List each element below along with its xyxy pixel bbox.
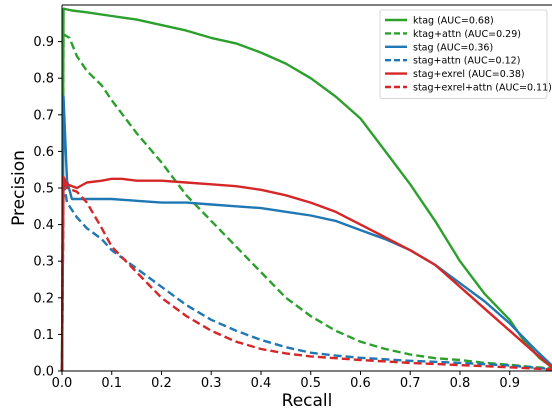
x-tick-label: 0.0 <box>52 376 73 391</box>
ticks-layer: 0.0 0.1 0.2 0.3 0.4 0.5 0.6 0.7 0.8 0.9 0.0 0.1 0.2 0… <box>33 35 520 391</box>
legend-label-3: stag+attn (AUC=0.12) <box>413 56 520 67</box>
legend-label-0: ktag (AUC=0.68) <box>413 16 494 27</box>
legend-label-5: stag+exrel+attn (AUC=0.11) <box>413 83 552 94</box>
x-tick-label: 0.3 <box>201 376 222 391</box>
y-tick-label: 0.3 <box>33 255 54 270</box>
y-tick-label: 0.0 <box>33 365 54 380</box>
x-tick-label: 0.4 <box>251 376 272 391</box>
x-axis-label: Recall <box>282 391 333 411</box>
y-tick-label: 0.9 <box>33 35 54 50</box>
series-line-4 <box>60 175 552 372</box>
y-tick-label: 0.2 <box>33 291 54 306</box>
y-tick-label: 0.1 <box>33 328 54 343</box>
x-tick-label: 0.7 <box>400 376 421 391</box>
y-tick-label: 0.7 <box>33 108 54 123</box>
y-tick-label: 0.8 <box>33 72 54 87</box>
x-tick-label: 0.9 <box>499 376 520 391</box>
series-line-3 <box>60 179 552 372</box>
x-tick-label: 0.1 <box>101 376 122 391</box>
series-line-5 <box>60 179 552 372</box>
x-tick-label: 0.5 <box>300 376 321 391</box>
y-tick-label: 0.4 <box>33 218 54 233</box>
x-tick-label: 0.6 <box>350 376 371 391</box>
y-tick-label: 0.6 <box>33 145 54 160</box>
legend: ktag (AUC=0.68) ktag+attn (AUC=0.29) stag … <box>379 9 552 99</box>
series-line-0 <box>60 7 552 372</box>
y-tick-label: 0.5 <box>33 182 54 197</box>
y-axis-label: Precision <box>9 150 29 226</box>
legend-label-4: stag+exrel (AUC=0.38) <box>413 69 525 80</box>
x-tick-label: 0.2 <box>151 376 172 391</box>
series-layer <box>60 7 552 372</box>
legend-box <box>379 9 548 99</box>
x-tick-label: 0.8 <box>450 376 471 391</box>
legend-label-2: stag (AUC=0.36) <box>413 42 493 53</box>
legend-label-1: ktag+attn (AUC=0.29) <box>413 29 521 40</box>
